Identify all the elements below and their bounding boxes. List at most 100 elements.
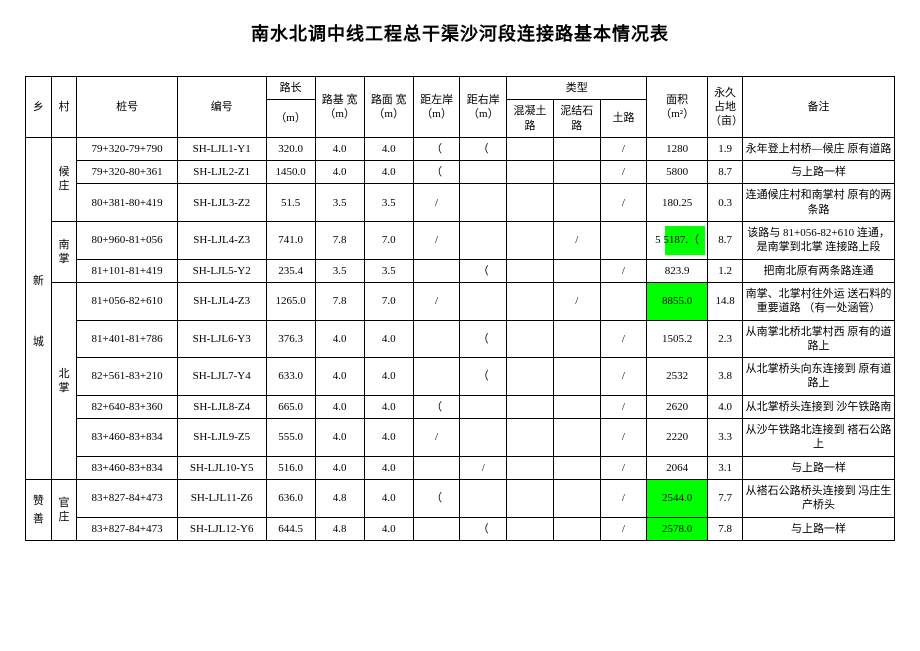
hdr-zhuanghao: 桩号 (77, 77, 177, 138)
cell-zhuanghao: 81+056-82+610 (77, 282, 177, 320)
cell-mianji: 2620 (647, 395, 708, 418)
cell-lumian: 4.0 (364, 161, 413, 184)
cell-juzuo: / (413, 419, 460, 457)
cell-luchang: 633.0 (266, 358, 315, 396)
cell-luji: 7.8 (315, 282, 364, 320)
table-row: 81+101-81+419SH-LJL5-Y2235.43.53.5（/823.… (26, 259, 895, 282)
cell-type3: / (600, 320, 647, 358)
cell-juzuo: （ (413, 161, 460, 184)
hdr-juzuo: 距左岸（m） (413, 77, 460, 138)
cell-luji: 4.0 (315, 419, 364, 457)
cell-luji: 4.0 (315, 161, 364, 184)
cell-yongjiu: 8.7 (708, 222, 743, 260)
cell-beizhu: 永年登上村桥—候庄 原有道路 (743, 137, 895, 160)
table-row: 83+827-84+473SH-LJL12-Y6644.54.84.0（/257… (26, 517, 895, 540)
cell-zhuanghao: 81+101-81+419 (77, 259, 177, 282)
hdr-mianji: 面积（m²） (647, 77, 708, 138)
cell-type2 (553, 517, 600, 540)
cell-yongjiu: 0.3 (708, 184, 743, 222)
cell-beizhu: 从褡石公路桥头连接到 冯庄生产桥头 (743, 479, 895, 517)
cell-yongjiu: 3.8 (708, 358, 743, 396)
cell-type3 (600, 222, 647, 260)
cell-luji: 4.0 (315, 137, 364, 160)
table-row: 81+401-81+786SH-LJL6-Y3376.34.04.0（/1505… (26, 320, 895, 358)
cell-juyou: （ (460, 259, 507, 282)
table-row: 83+460-83+834SH-LJL10-Y5516.04.04.0//206… (26, 456, 895, 479)
cell-zhuanghao: 79+320-80+361 (77, 161, 177, 184)
cell-type2 (553, 184, 600, 222)
cell-zhuanghao: 81+401-81+786 (77, 320, 177, 358)
cell-type1 (507, 222, 554, 260)
cell-juyou (460, 479, 507, 517)
hdr-t3: 土路 (600, 100, 647, 138)
cell-bianhao: SH-LJL2-Z1 (177, 161, 266, 184)
cell-luchang: 644.5 (266, 517, 315, 540)
cell-juzuo (413, 517, 460, 540)
cell-bianhao: SH-LJL11-Z6 (177, 479, 266, 517)
cell-bianhao: SH-LJL9-Z5 (177, 419, 266, 457)
cell-type3: / (600, 259, 647, 282)
cell-luji: 4.0 (315, 320, 364, 358)
cell-lumian: 4.0 (364, 395, 413, 418)
cell-luchang: 665.0 (266, 395, 315, 418)
hdr-luchang: 路长 (266, 77, 315, 100)
cell-cun: 官庄 (51, 479, 77, 540)
cell-juyou (460, 184, 507, 222)
cell-type1 (507, 517, 554, 540)
cell-type2 (553, 161, 600, 184)
cell-juzuo: / (413, 222, 460, 260)
cell-lumian: 7.0 (364, 282, 413, 320)
cell-xiang: 赞善 (26, 479, 52, 540)
cell-beizhu: 与上路一样 (743, 161, 895, 184)
cell-beizhu: 与上路一样 (743, 456, 895, 479)
cell-type3: / (600, 456, 647, 479)
hdr-leixing: 类型 (507, 77, 647, 100)
cell-zhuanghao: 83+460-83+834 (77, 456, 177, 479)
cell-luchang: 555.0 (266, 419, 315, 457)
cell-juzuo (413, 456, 460, 479)
cell-type3: / (600, 517, 647, 540)
table-row: 赞善官庄83+827-84+473SH-LJL11-Z6636.04.84.0（… (26, 479, 895, 517)
cell-type3: / (600, 479, 647, 517)
cell-xiang: 新城 (26, 137, 52, 479)
cell-beizhu: 从北掌桥头连接到 沙午铁路南 (743, 395, 895, 418)
cell-type2 (553, 137, 600, 160)
cell-luji: 3.5 (315, 184, 364, 222)
cell-type3: / (600, 358, 647, 396)
cell-juyou (460, 395, 507, 418)
cell-type3: / (600, 184, 647, 222)
cell-type2: / (553, 282, 600, 320)
cell-lumian: 4.0 (364, 517, 413, 540)
cell-lumian: 4.0 (364, 137, 413, 160)
cell-zhuanghao: 83+460-83+834 (77, 419, 177, 457)
cell-type3: / (600, 137, 647, 160)
hdr-yongjiu: 永久占地（亩） (708, 77, 743, 138)
table-row: 北掌81+056-82+610SH-LJL4-Z31265.07.87.0//8… (26, 282, 895, 320)
cell-type2 (553, 419, 600, 457)
cell-type1 (507, 456, 554, 479)
hdr-xiang: 乡 (26, 77, 52, 138)
cell-mianji: 180.25 (647, 184, 708, 222)
cell-luchang: 320.0 (266, 137, 315, 160)
cell-type2 (553, 479, 600, 517)
cell-zhuanghao: 80+960-81+056 (77, 222, 177, 260)
cell-type2 (553, 320, 600, 358)
cell-beizhu: 从沙午铁路北连接到 褡石公路上 (743, 419, 895, 457)
cell-yongjiu: 4.0 (708, 395, 743, 418)
cell-beizhu: 南掌、北掌村往外运 送石料的重要道路 （有一处涵管） (743, 282, 895, 320)
cell-lumian: 4.0 (364, 479, 413, 517)
cell-mianji: 2220 (647, 419, 708, 457)
hdr-cun: 村 (51, 77, 77, 138)
cell-type2 (553, 395, 600, 418)
cell-bianhao: SH-LJL8-Z4 (177, 395, 266, 418)
hdr-luchang-unit: （m） (266, 100, 315, 138)
cell-zhuanghao: 80+381-80+419 (77, 184, 177, 222)
cell-bianhao: SH-LJL6-Y3 (177, 320, 266, 358)
cell-type3: / (600, 161, 647, 184)
cell-luji: 4.0 (315, 395, 364, 418)
cell-juyou: （ (460, 517, 507, 540)
cell-luchang: 1450.0 (266, 161, 315, 184)
cell-lumian: 7.0 (364, 222, 413, 260)
cell-juyou (460, 282, 507, 320)
cell-type1 (507, 395, 554, 418)
